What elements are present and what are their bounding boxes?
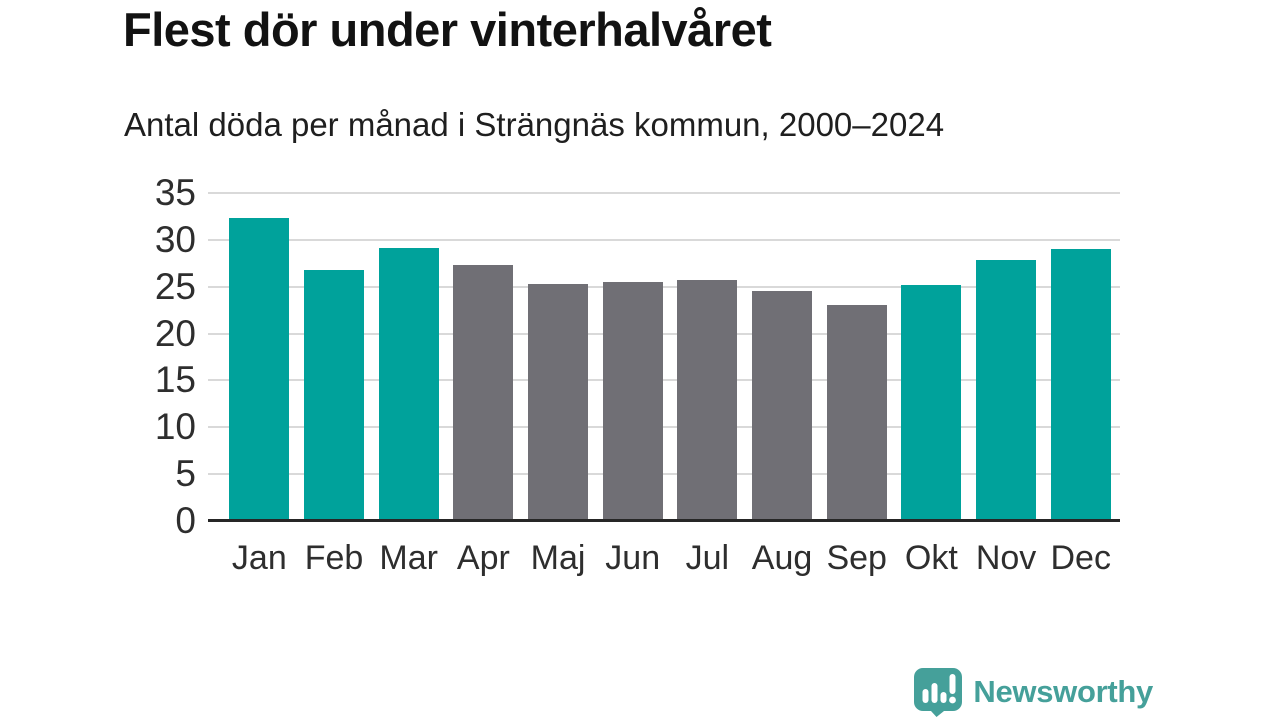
x-axis-label: Jun — [605, 539, 661, 577]
x-axis-line — [208, 519, 1120, 522]
bar-slot — [297, 193, 372, 521]
x-axis-label: Feb — [304, 539, 364, 577]
gridline — [208, 285, 1120, 288]
x-axis-label: Dec — [1050, 539, 1111, 577]
gridline — [208, 426, 1120, 429]
bar-slot — [819, 193, 894, 521]
x-axis-label: Jul — [685, 539, 730, 577]
x-axis-label: Jan — [231, 539, 287, 577]
speech-bubble-bar-chart-icon — [914, 668, 963, 717]
bar-slot — [1043, 193, 1118, 521]
y-axis-tick-label: 0 — [175, 500, 196, 541]
y-axis-tick-label: 15 — [154, 359, 196, 401]
gridline — [208, 379, 1120, 382]
y-axis-tick-label: 30 — [154, 218, 196, 260]
bar-slot — [894, 193, 969, 521]
x-axis-label: Maj — [530, 539, 586, 577]
gridline — [208, 473, 1120, 476]
chart-title: Flest dör under vinterhalvåret — [123, 3, 772, 56]
bar-slot — [969, 193, 1044, 521]
y-axis-tick-label: 20 — [154, 312, 196, 354]
bar-sep — [826, 304, 887, 521]
plot-area — [208, 192, 1120, 522]
newsworthy-logo: Newsworthy — [911, 667, 1153, 717]
gridline — [208, 332, 1120, 335]
y-axis-tick-label: 10 — [154, 406, 196, 448]
bar-apr — [453, 265, 514, 521]
bar-aug — [752, 291, 813, 521]
bar-slot — [595, 193, 670, 521]
bar-mar — [378, 248, 439, 521]
x-axis-label: Okt — [904, 539, 958, 577]
bar-nov — [976, 260, 1037, 521]
x-axis-label: Aug — [751, 539, 813, 577]
gridline — [208, 238, 1120, 241]
bar-okt — [901, 284, 962, 521]
y-axis-tick-label: 5 — [175, 453, 196, 495]
bar-dec — [1050, 249, 1111, 521]
bars-row — [208, 193, 1120, 521]
bar-maj — [528, 283, 589, 521]
bar-slot — [745, 193, 820, 521]
brand-text: Newsworthy — [973, 674, 1153, 709]
bar-feb — [304, 269, 364, 521]
y-axis-tick-label: 25 — [154, 265, 196, 307]
bar-slot — [521, 193, 596, 521]
bar-slot — [222, 193, 297, 521]
bar-chart: 0 5 10 15 20 25 30 35 — [0, 174, 1280, 540]
bar-jun — [602, 282, 663, 521]
bar-jan — [229, 218, 290, 521]
x-axis-label: Nov — [975, 539, 1037, 577]
bar-slot — [446, 193, 521, 521]
bar-jul — [677, 280, 738, 521]
x-axis-label: Apr — [456, 539, 510, 577]
x-axis-label: Sep — [826, 539, 887, 577]
x-axis-labels: Jan Feb Mar Apr Maj Jun Jul Aug Sep Okt Nov Dec — [208, 538, 1120, 578]
x-axis-label: Mar — [379, 539, 438, 577]
bar-slot — [371, 193, 446, 521]
chart-subtitle: Antal döda per månad i Strängnäs kommun,… — [124, 106, 945, 143]
gridline — [208, 192, 1120, 194]
bar-slot — [670, 193, 745, 521]
y-axis-tick-label: 35 — [154, 172, 196, 213]
